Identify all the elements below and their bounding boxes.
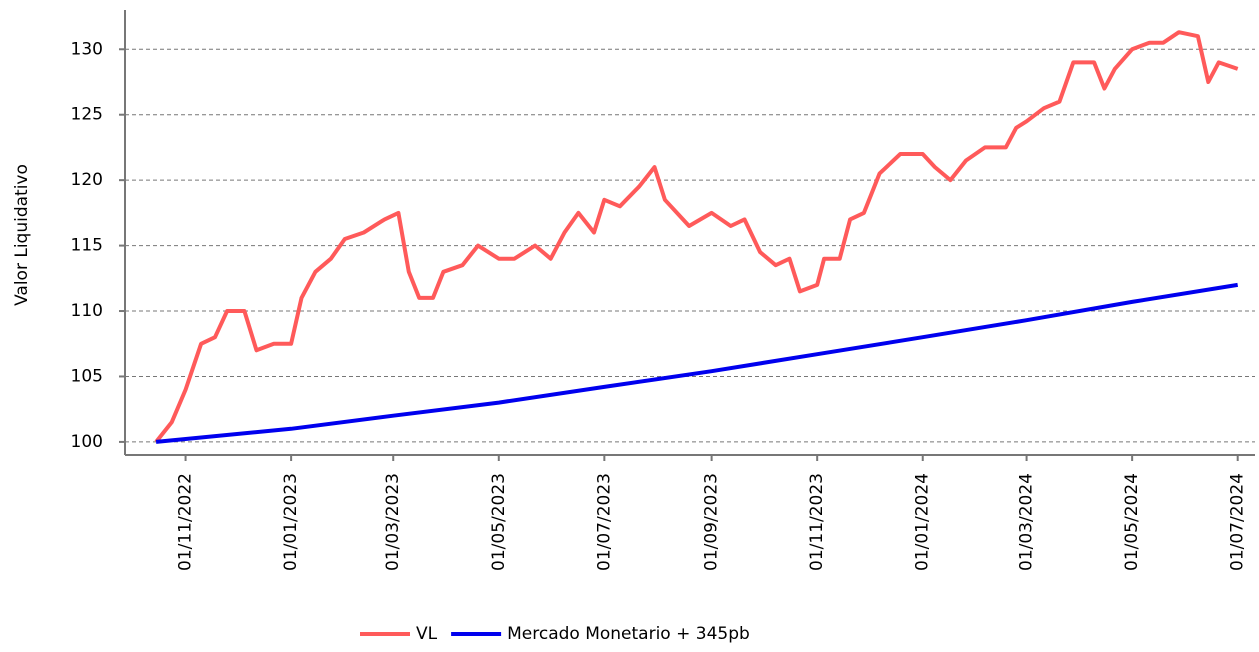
- x-tick-label: 01/01/2024: [913, 473, 933, 571]
- x-tick-label: 01/05/2024: [1122, 473, 1142, 571]
- legend: VL Mercado Monetario + 345pb: [360, 624, 750, 644]
- x-tick-label: 01/07/2024: [1228, 473, 1248, 571]
- y-tick-label: 120: [71, 170, 103, 190]
- series-line: [155, 282, 1239, 444]
- y-tick-label: 110: [71, 301, 103, 321]
- y-axis-label: Valor Liquidativo: [12, 164, 32, 306]
- x-tick-label: 01/11/2022: [176, 473, 196, 571]
- x-tick-label: 01/05/2023: [489, 473, 509, 571]
- x-tick-label: 01/03/2023: [383, 473, 403, 571]
- series-line: [154, 30, 1239, 444]
- x-tick-label: 01/03/2024: [1017, 473, 1037, 571]
- x-tick-label: 01/11/2023: [807, 473, 827, 571]
- x-tick-label: 01/09/2023: [702, 473, 722, 571]
- y-tick-label: 130: [71, 39, 103, 59]
- x-tick-label: 01/01/2023: [281, 473, 301, 571]
- y-tick-label: 105: [71, 366, 103, 386]
- x-tick-label: 01/07/2023: [594, 473, 614, 571]
- y-tick-label: 125: [71, 105, 103, 125]
- y-tick-label: 100: [71, 432, 103, 452]
- y-tick-label: 115: [71, 236, 103, 256]
- legend-label: Mercado Monetario + 345pb: [507, 624, 750, 644]
- legend-label: VL: [416, 624, 438, 644]
